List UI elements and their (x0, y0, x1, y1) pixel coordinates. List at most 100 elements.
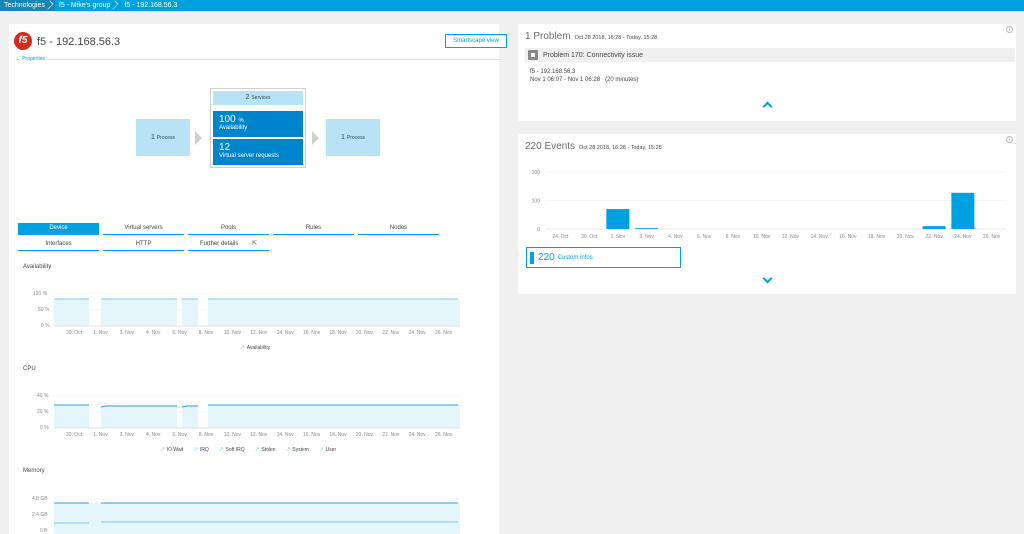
x-tick-label: 14. Nov (811, 234, 829, 240)
process-right-label: Process (346, 135, 365, 141)
event-bar[interactable] (922, 226, 946, 229)
events-title-row: 220 Events Oct 28 2018, 16:28 - Today, 15… (525, 141, 662, 152)
memory-section-title: Memory (23, 468, 45, 474)
x-tick-label: 1. Nov (611, 234, 626, 240)
x-tick-label: 26. Nov (435, 432, 453, 436)
x-tick-label: 20. Nov (356, 330, 374, 334)
properties-toggle[interactable]: ⌄ Properties (16, 56, 45, 62)
legend-item[interactable]: System (286, 446, 309, 453)
tab-interfaces[interactable]: Interfaces (18, 239, 99, 251)
tab-device[interactable]: Device (18, 223, 99, 235)
x-tick-label: 16. Nov (839, 234, 857, 240)
problems-panel (518, 24, 1016, 121)
tab-virtual-servers[interactable]: Virtual servers (103, 223, 184, 235)
tab-pools[interactable]: Pools (188, 223, 269, 235)
problem-range: Nov 1 06:07 - Nov 1 06:28 (530, 77, 601, 83)
x-tick-label: 16. Nov (303, 330, 321, 334)
x-tick-label: 22. Nov (382, 432, 400, 436)
chevron-down-icon: ⌄ (16, 56, 21, 62)
events-bar-chart[interactable]: 200 100 0 24. Oct 30. Oct 1. Nov 3. Nov 4. Nov 6… (520, 166, 1010, 242)
x-tick-label: 6. Nov (172, 330, 187, 334)
legend-item[interactable]: Availability (240, 344, 271, 351)
info-icon[interactable]: i (1006, 26, 1013, 33)
availability-area (101, 299, 177, 326)
events-count-title[interactable]: 220 Events (525, 141, 576, 152)
legend-item[interactable]: IRQ (193, 446, 209, 453)
custom-infos-filter[interactable]: 220 Custom infos (526, 247, 681, 268)
y-tick-label: 200 (532, 170, 541, 176)
event-bar[interactable] (635, 228, 659, 229)
info-icon[interactable]: i (1006, 136, 1013, 143)
x-tick-label: 26. Nov (435, 330, 453, 334)
services-label: Services (251, 95, 271, 101)
availability-tile[interactable]: 100 % Availability (213, 111, 303, 137)
legend-item[interactable]: User (319, 446, 337, 453)
x-tick-label: 30. Oct (581, 234, 598, 240)
problem-row[interactable]: Problem 170: Connectivity issue (525, 48, 1015, 62)
cpu-line (54, 404, 458, 408)
process-left-label: Process (156, 135, 175, 141)
x-tick-label: 3. Nov (120, 432, 135, 436)
services-box: 2 Services 100 % Availability 12 Virtual… (210, 88, 306, 168)
x-ticks: 30. Oct 1. Nov 3. Nov 4. Nov 6. Nov 8. Nov 10.… (66, 330, 453, 334)
tab-http[interactable]: HTTP (103, 239, 184, 251)
page-title: f5 - 192.168.56.3 (37, 36, 121, 48)
process-left-box[interactable]: 1 Process (136, 119, 190, 156)
cpu-area (54, 405, 89, 428)
smartscape-view-button[interactable]: Smartscape view (445, 34, 507, 48)
cpu-section-title: CPU (23, 366, 36, 372)
requests-value: 12 (219, 142, 231, 153)
problem-duration: (20 minutes) (605, 77, 639, 83)
availability-unit: % (238, 118, 244, 124)
availability-label: Availability (219, 125, 248, 131)
cpu-chart[interactable]: 30. Oct 1. Nov 3. Nov 4. Nov 6. Nov 8. Nov 10.… (54, 392, 460, 436)
breadcrumb-current[interactable]: f5 - 192.168.56.3 (124, 2, 178, 9)
memory-chart[interactable] (54, 494, 460, 534)
custom-infos-count: 220 (538, 252, 555, 263)
x-ticks: 30. Oct 1. Nov 3. Nov 4. Nov 6. Nov 8. Nov 10.… (66, 432, 453, 436)
availability-chart[interactable]: 30. Oct 1. Nov 3. Nov 4. Nov 6. Nov 8. Nov 10.… (54, 290, 460, 334)
x-tick-label: 8. Nov (199, 432, 214, 436)
event-bar[interactable] (951, 192, 975, 229)
cpu-legend: IO Wait IRQ Soft IRQ Stolen System User (160, 446, 337, 453)
requests-label: Virtual server requests (219, 153, 279, 159)
tab-nodes[interactable]: Nodes (358, 223, 439, 235)
x-tick-label: 8. Nov (726, 234, 741, 240)
breadcrumb: Technologies f5 - Mike's group f5 - 192.… (0, 0, 1024, 11)
x-tick-label: 12. Nov (250, 330, 268, 334)
x-tick-label: 16. Nov (303, 432, 321, 436)
x-tick-label: 14. Nov (277, 330, 295, 334)
x-tick-label: 3. Nov (639, 234, 654, 240)
custom-infos-label: Custom infos (557, 254, 593, 261)
availability-section-title: Availability (23, 264, 52, 270)
x-tick-label: 12. Nov (250, 432, 268, 436)
availability-area (208, 299, 460, 326)
x-tick-label: 30. Oct (66, 432, 83, 436)
x-tick-label: 4. Nov (146, 330, 161, 334)
x-tick-label: 22. Nov (926, 234, 944, 240)
process-right-box[interactable]: 1 Process (326, 119, 380, 156)
event-bar[interactable] (606, 209, 630, 229)
requests-tile[interactable]: 12 Virtual server requests (213, 139, 303, 165)
x-tick-label: 24. Nov (409, 432, 427, 436)
legend-item[interactable]: Soft IRQ (219, 446, 244, 453)
legend-item[interactable]: Stolen (255, 446, 275, 453)
problems-count-title[interactable]: 1 Problem (525, 31, 571, 42)
x-tick-label: 4. Nov (668, 234, 683, 240)
legend-item[interactable]: IO Wait (160, 446, 183, 453)
availability-area (54, 299, 89, 326)
cpu-area (182, 405, 198, 428)
services-count: 2 (245, 94, 250, 101)
breadcrumb-group[interactable]: f5 - Mike's group (55, 0, 121, 11)
external-link-icon: ⇱ (252, 241, 258, 247)
services-header[interactable]: 2 Services (213, 91, 303, 105)
x-tick-label: 24. Oct (552, 234, 569, 240)
x-tick-label: 4. Nov (146, 432, 161, 436)
memory-area (54, 503, 460, 534)
tab-further-details[interactable]: Further details ⇱ (188, 239, 269, 251)
y-tick: 20 % (37, 409, 49, 415)
y-tick: 40 % (37, 393, 49, 399)
x-tick-label: 24. Nov (409, 330, 427, 334)
breadcrumb-technologies[interactable]: Technologies (0, 0, 55, 11)
tab-rules[interactable]: Rules (273, 223, 354, 235)
